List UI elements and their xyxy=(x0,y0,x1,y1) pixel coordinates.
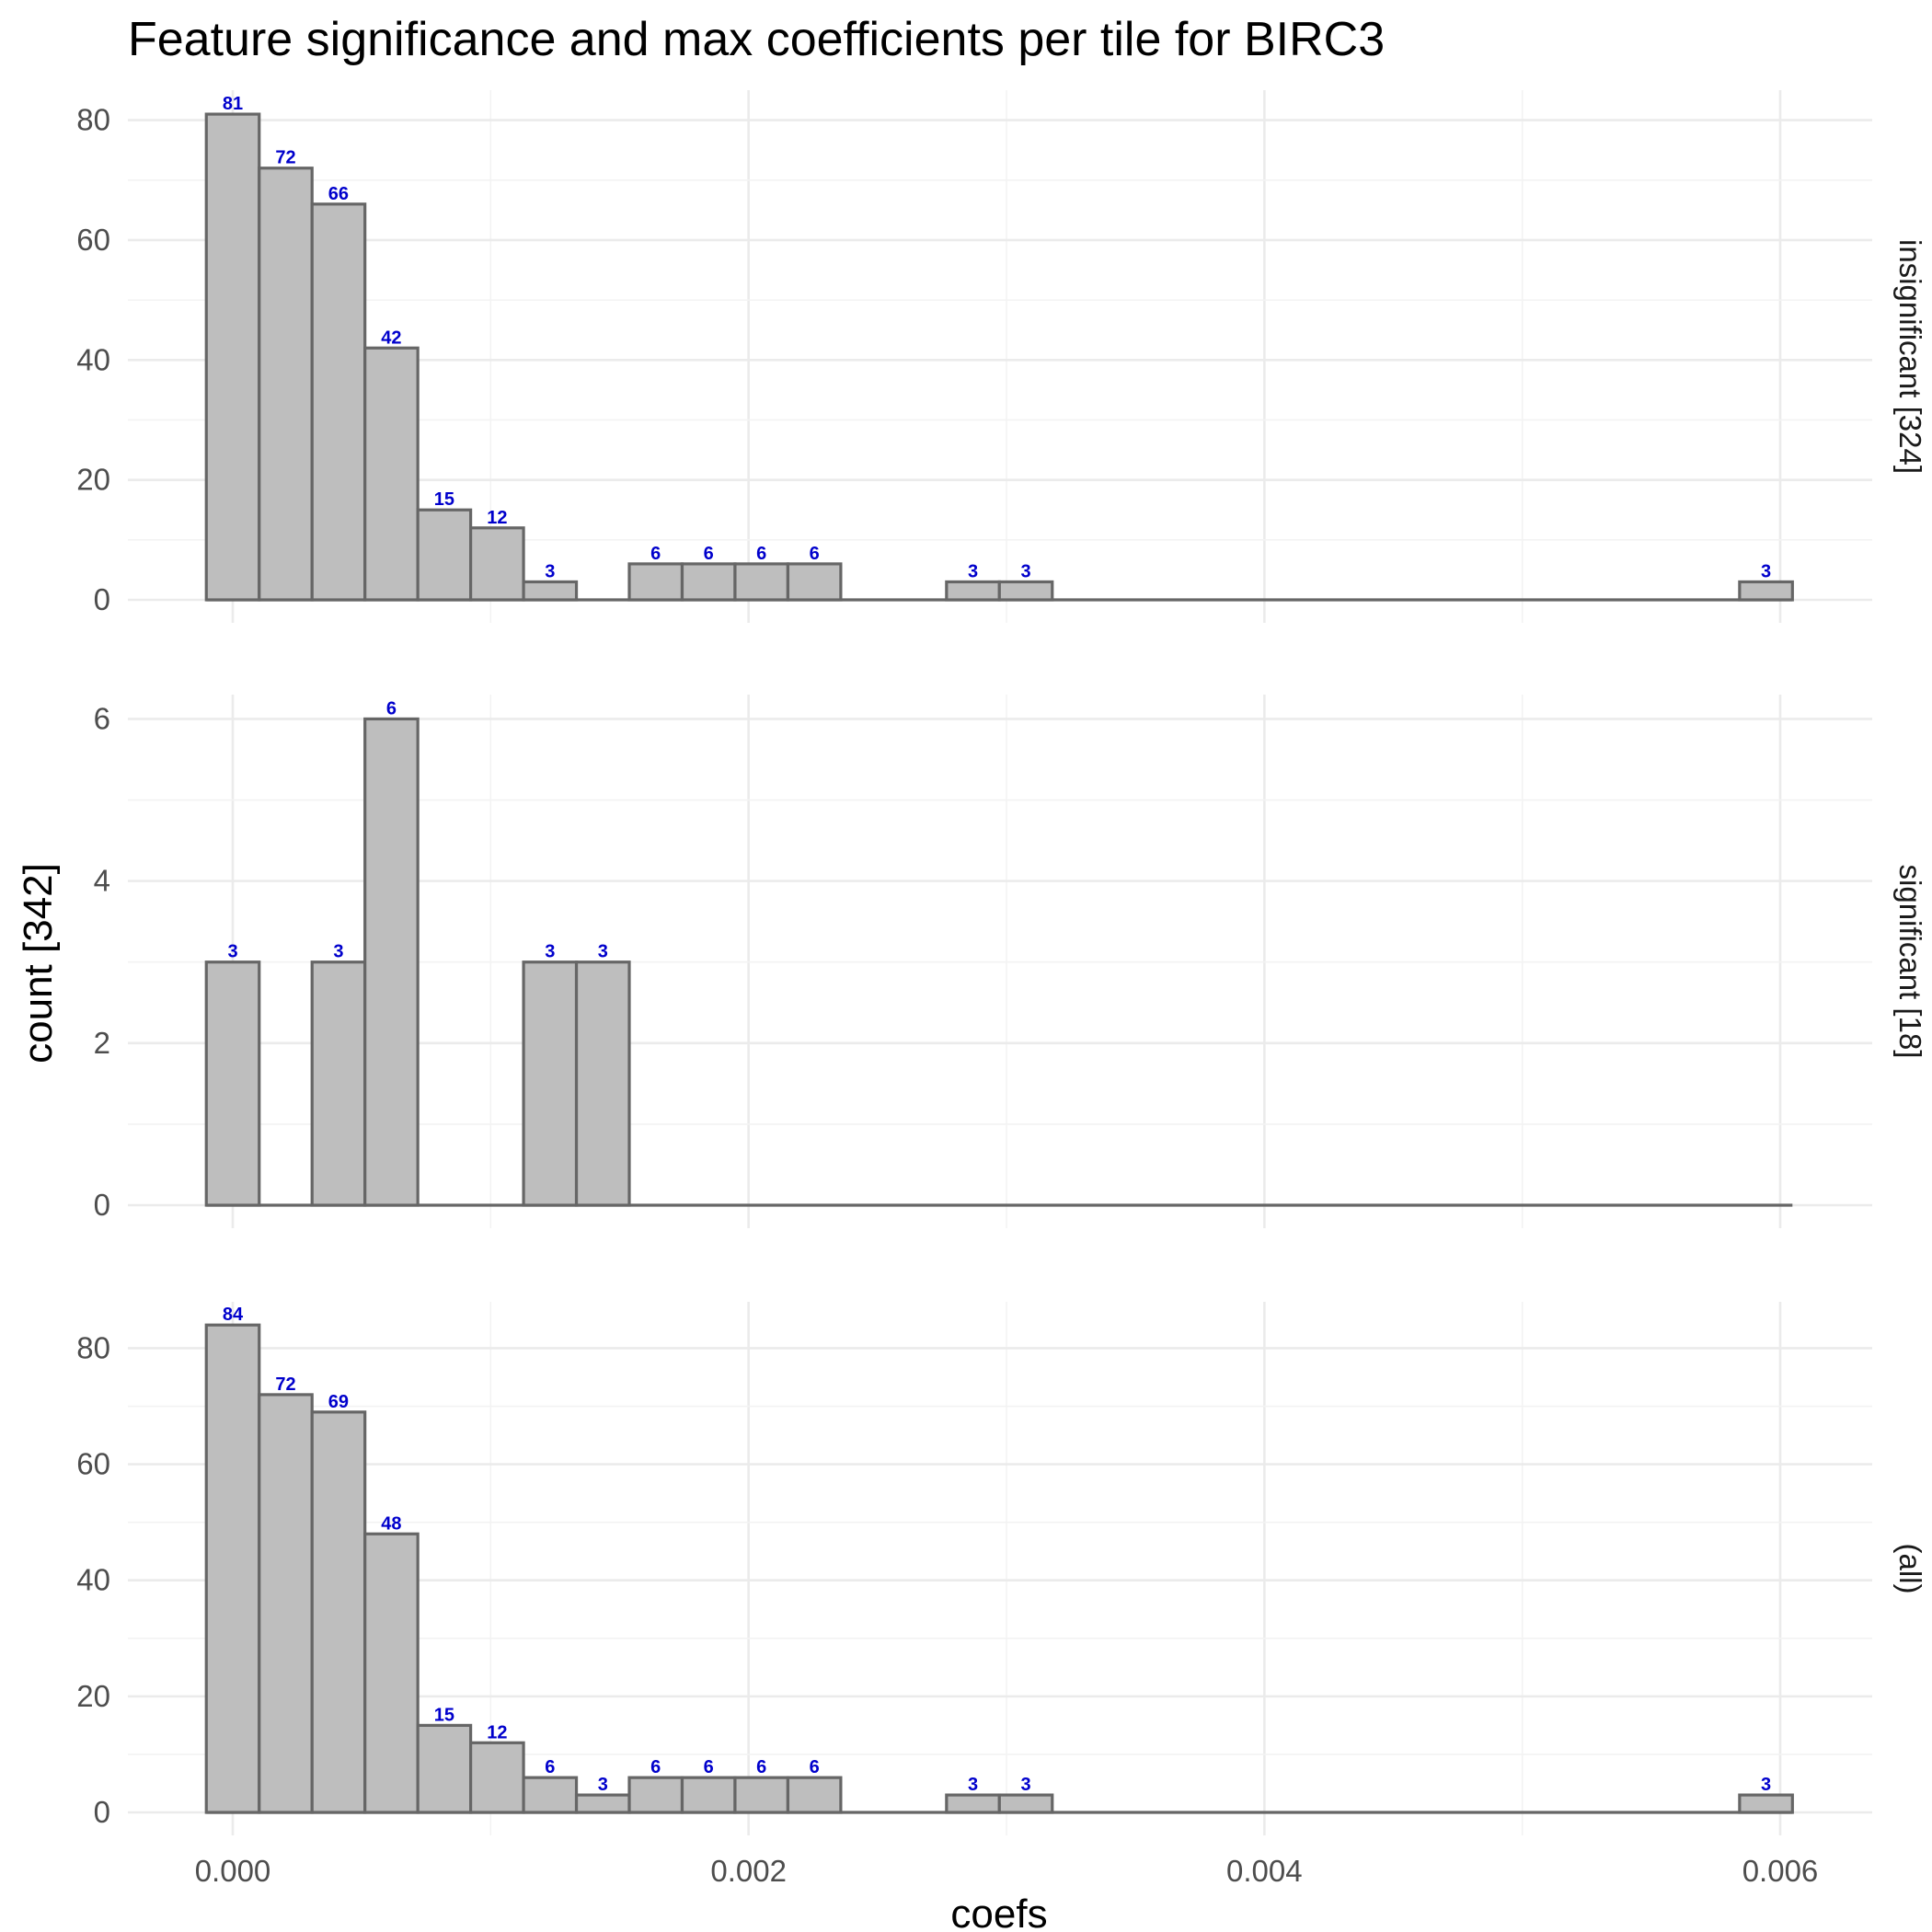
bar-count-label: 12 xyxy=(487,1722,507,1742)
histogram-bar xyxy=(680,1776,737,1814)
x-tick-label: 0.002 xyxy=(710,1854,787,1888)
histogram-bar xyxy=(363,717,420,1207)
histogram-bar xyxy=(1738,1793,1794,1814)
bar-count-label: 6 xyxy=(810,1757,820,1777)
x-axis-title: coefs xyxy=(950,1892,1047,1932)
y-tick-label: 40 xyxy=(76,342,110,376)
histogram-bar xyxy=(680,562,737,602)
bar-count-label: 6 xyxy=(386,698,397,719)
bar-count-label: 3 xyxy=(333,942,343,962)
bar-count-label: 6 xyxy=(650,544,661,564)
y-tick-label: 40 xyxy=(76,1563,110,1597)
histogram-bar xyxy=(574,1793,631,1814)
x-axis: 0.000 0.002 0.004 0.006 xyxy=(195,1854,1819,1888)
bar-count-label: 6 xyxy=(756,1757,766,1777)
chart-title: Feature significance and max coefficient… xyxy=(128,13,1385,66)
y-tick-label: 20 xyxy=(76,1679,110,1713)
y-tick-label: 0 xyxy=(94,1188,110,1222)
y-tick-label: 20 xyxy=(76,463,110,497)
bar-count-label: 72 xyxy=(275,1374,295,1395)
bar-count-label: 3 xyxy=(1020,1775,1030,1795)
histogram-bar xyxy=(310,1410,367,1814)
bar-count-label: 12 xyxy=(487,508,507,528)
histogram-bar xyxy=(522,580,579,602)
bar-count-label: 6 xyxy=(704,544,714,564)
bar-count-label: 3 xyxy=(1761,561,1771,581)
histogram-bar xyxy=(416,1723,473,1814)
facet-panel-3: 0 20 40 60 80 84 72 69 48 15 12 6 3 6 6 6 6 3 3 3 (all) xyxy=(76,1302,1927,1835)
y-tick-label: 0 xyxy=(94,1795,110,1829)
bar-count-label: 6 xyxy=(650,1757,661,1777)
bar-count-label: 3 xyxy=(545,942,555,962)
histogram-bar xyxy=(258,1393,314,1814)
histogram-bar xyxy=(363,1532,420,1814)
bar-count-label: 3 xyxy=(227,942,237,962)
bar-count-label: 3 xyxy=(1761,1775,1771,1795)
histogram-bar xyxy=(416,508,473,602)
y-tick-label: 4 xyxy=(94,864,110,898)
y-tick-label: 2 xyxy=(94,1026,110,1060)
histogram-bar xyxy=(786,1776,843,1814)
bar-count-label: 6 xyxy=(756,544,766,564)
histogram-bar xyxy=(522,1776,579,1814)
histogram-bar xyxy=(945,1793,1001,1814)
histogram-bar xyxy=(1738,580,1794,602)
histogram-bar xyxy=(204,960,261,1207)
histogram-bar xyxy=(469,526,525,602)
bar-count-label: 69 xyxy=(328,1392,349,1412)
bar-count-label: 3 xyxy=(1020,561,1030,581)
bar-count-label: 15 xyxy=(434,489,454,510)
histogram-bar xyxy=(363,346,420,602)
x-tick-label: 0.000 xyxy=(195,1854,271,1888)
y-tick-label: 0 xyxy=(94,582,110,616)
histogram-bar xyxy=(310,960,367,1207)
histogram-bar xyxy=(786,562,843,602)
histogram-bar xyxy=(733,562,790,602)
y-tick-label: 60 xyxy=(76,1447,110,1481)
facet-strip-label: insignificant [324] xyxy=(1893,239,1927,474)
histogram-bar xyxy=(574,960,631,1207)
bar-count-label: 15 xyxy=(434,1705,454,1725)
y-tick-label: 80 xyxy=(76,103,110,137)
histogram-bar xyxy=(204,112,261,602)
histogram-bar xyxy=(997,580,1054,602)
histogram-bar xyxy=(469,1741,525,1814)
bar-count-label: 3 xyxy=(598,942,608,962)
histogram-bar xyxy=(627,562,684,602)
y-axis-title: count [342] xyxy=(16,863,61,1064)
bar-count-label: 6 xyxy=(704,1757,714,1777)
histogram-bar xyxy=(204,1323,261,1814)
bar-count-label: 3 xyxy=(968,561,978,581)
histogram-bar xyxy=(310,202,367,602)
facet-panel-2: 0 2 4 6 3 3 6 3 3 significant [18] xyxy=(94,695,1927,1228)
x-tick-label: 0.006 xyxy=(1742,1854,1819,1888)
bar-count-label: 66 xyxy=(328,184,349,204)
bar-count-label: 3 xyxy=(545,561,555,581)
histogram-bar xyxy=(627,1776,684,1814)
histogram-bar xyxy=(258,167,314,602)
y-tick-label: 60 xyxy=(76,223,110,257)
bar-count-label: 81 xyxy=(223,94,243,114)
y-tick-label: 80 xyxy=(76,1330,110,1364)
bar-count-label: 48 xyxy=(381,1513,401,1534)
y-tick-label: 6 xyxy=(94,701,110,735)
bar-count-label: 6 xyxy=(810,544,820,564)
histogram-bar xyxy=(733,1776,790,1814)
histogram-bar xyxy=(997,1793,1054,1814)
facet-strip-label: significant [18] xyxy=(1893,865,1927,1059)
bar-count-label: 6 xyxy=(545,1757,555,1777)
bar-count-label: 42 xyxy=(381,328,401,348)
bar-count-label: 3 xyxy=(968,1775,978,1795)
x-tick-label: 0.004 xyxy=(1226,1854,1303,1888)
histogram-bar xyxy=(945,580,1001,602)
bar-count-label: 84 xyxy=(223,1305,244,1325)
facet-strip-label: (all) xyxy=(1893,1544,1927,1594)
histogram-bar xyxy=(522,960,579,1207)
bar-count-label: 3 xyxy=(598,1775,608,1795)
bar-count-label: 72 xyxy=(275,148,295,168)
